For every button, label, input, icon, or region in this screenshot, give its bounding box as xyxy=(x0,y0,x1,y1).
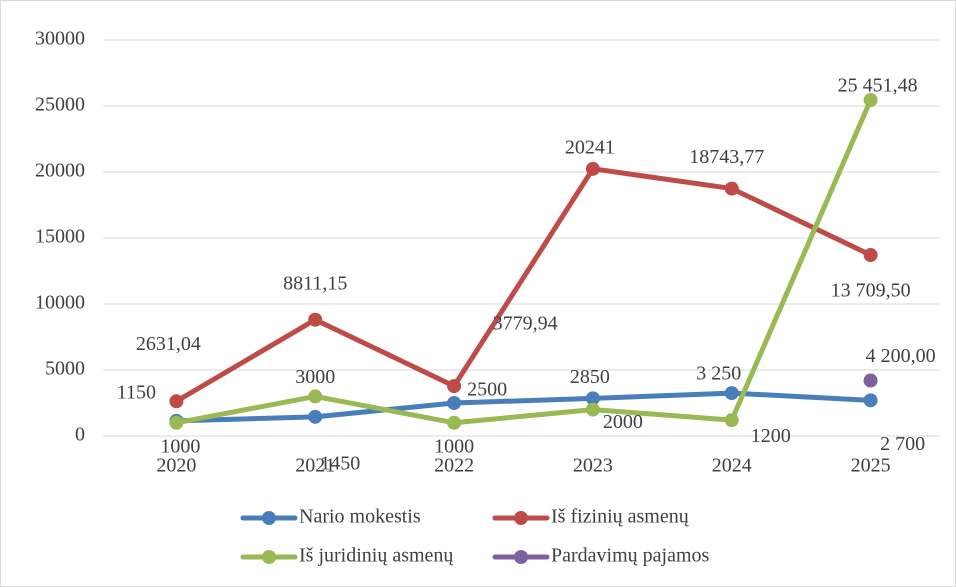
legend-label: Nario mokestis xyxy=(299,506,421,528)
y-tick-label: 30000 xyxy=(35,28,85,50)
data-label: 2500 xyxy=(467,379,507,401)
legend-marker xyxy=(262,550,276,564)
data-point xyxy=(863,373,878,388)
data-point xyxy=(863,93,878,108)
data-point xyxy=(169,415,184,430)
x-tick-label: 2021 xyxy=(295,455,335,477)
x-tick-label: 2024 xyxy=(712,455,752,477)
series-line xyxy=(173,97,874,426)
x-tick-label: 2023 xyxy=(573,455,613,477)
data-label: 1450 xyxy=(320,452,360,474)
series-line xyxy=(173,166,874,404)
data-point xyxy=(585,391,600,406)
data-label: 20241 xyxy=(565,136,615,158)
y-tick-label: 25000 xyxy=(35,94,85,116)
y-tick-label: 15000 xyxy=(35,226,85,248)
series-line xyxy=(173,390,874,424)
legend-label: Pardavimų pajamos xyxy=(551,545,710,567)
data-point xyxy=(308,409,323,424)
data-point xyxy=(447,396,462,410)
data-point xyxy=(447,415,462,430)
data-label: 2631,04 xyxy=(136,333,201,355)
data-point xyxy=(169,394,184,409)
data-label: 3779,94 xyxy=(493,313,558,335)
data-point xyxy=(724,413,739,428)
data-point xyxy=(724,181,739,196)
legend-marker xyxy=(262,511,276,525)
data-point xyxy=(585,402,600,417)
data-point xyxy=(447,379,462,394)
data-label: 2850 xyxy=(570,366,610,388)
x-tick-label: 2022 xyxy=(434,455,474,477)
data-label: 4 200,00 xyxy=(866,345,936,367)
data-label: 18743,77 xyxy=(689,146,764,168)
data-label: 1000 xyxy=(160,435,200,457)
data-point xyxy=(308,312,323,327)
data-label: 1200 xyxy=(751,425,791,447)
data-label: 1150 xyxy=(117,381,156,403)
legend-label: Iš fizinių asmenų xyxy=(551,506,690,528)
data-label: 3 250 xyxy=(696,363,741,385)
data-point xyxy=(724,386,739,401)
y-tick-label: 10000 xyxy=(35,292,85,314)
y-tick-label: 20000 xyxy=(35,160,85,182)
legend-marker xyxy=(514,550,528,564)
data-label: 2000 xyxy=(603,411,643,433)
data-label: 1000 xyxy=(434,435,474,457)
data-point xyxy=(863,393,878,408)
data-label: 25 451,48 xyxy=(838,75,918,97)
data-label: 13 709,50 xyxy=(831,280,911,302)
y-tick-label: 5000 xyxy=(45,358,85,380)
data-point xyxy=(585,161,600,176)
y-tick-label: 0 xyxy=(75,424,85,446)
data-point xyxy=(863,248,878,263)
x-tick-label: 2020 xyxy=(156,455,196,477)
data-label: 3000 xyxy=(295,366,335,388)
legend-marker xyxy=(514,511,528,525)
x-tick-label: 2025 xyxy=(851,455,891,477)
data-label: 8811,15 xyxy=(283,272,347,294)
legend-label: Iš juridinių asmenų xyxy=(299,545,454,567)
data-point xyxy=(308,389,323,404)
data-label: 2 700 xyxy=(880,433,925,455)
